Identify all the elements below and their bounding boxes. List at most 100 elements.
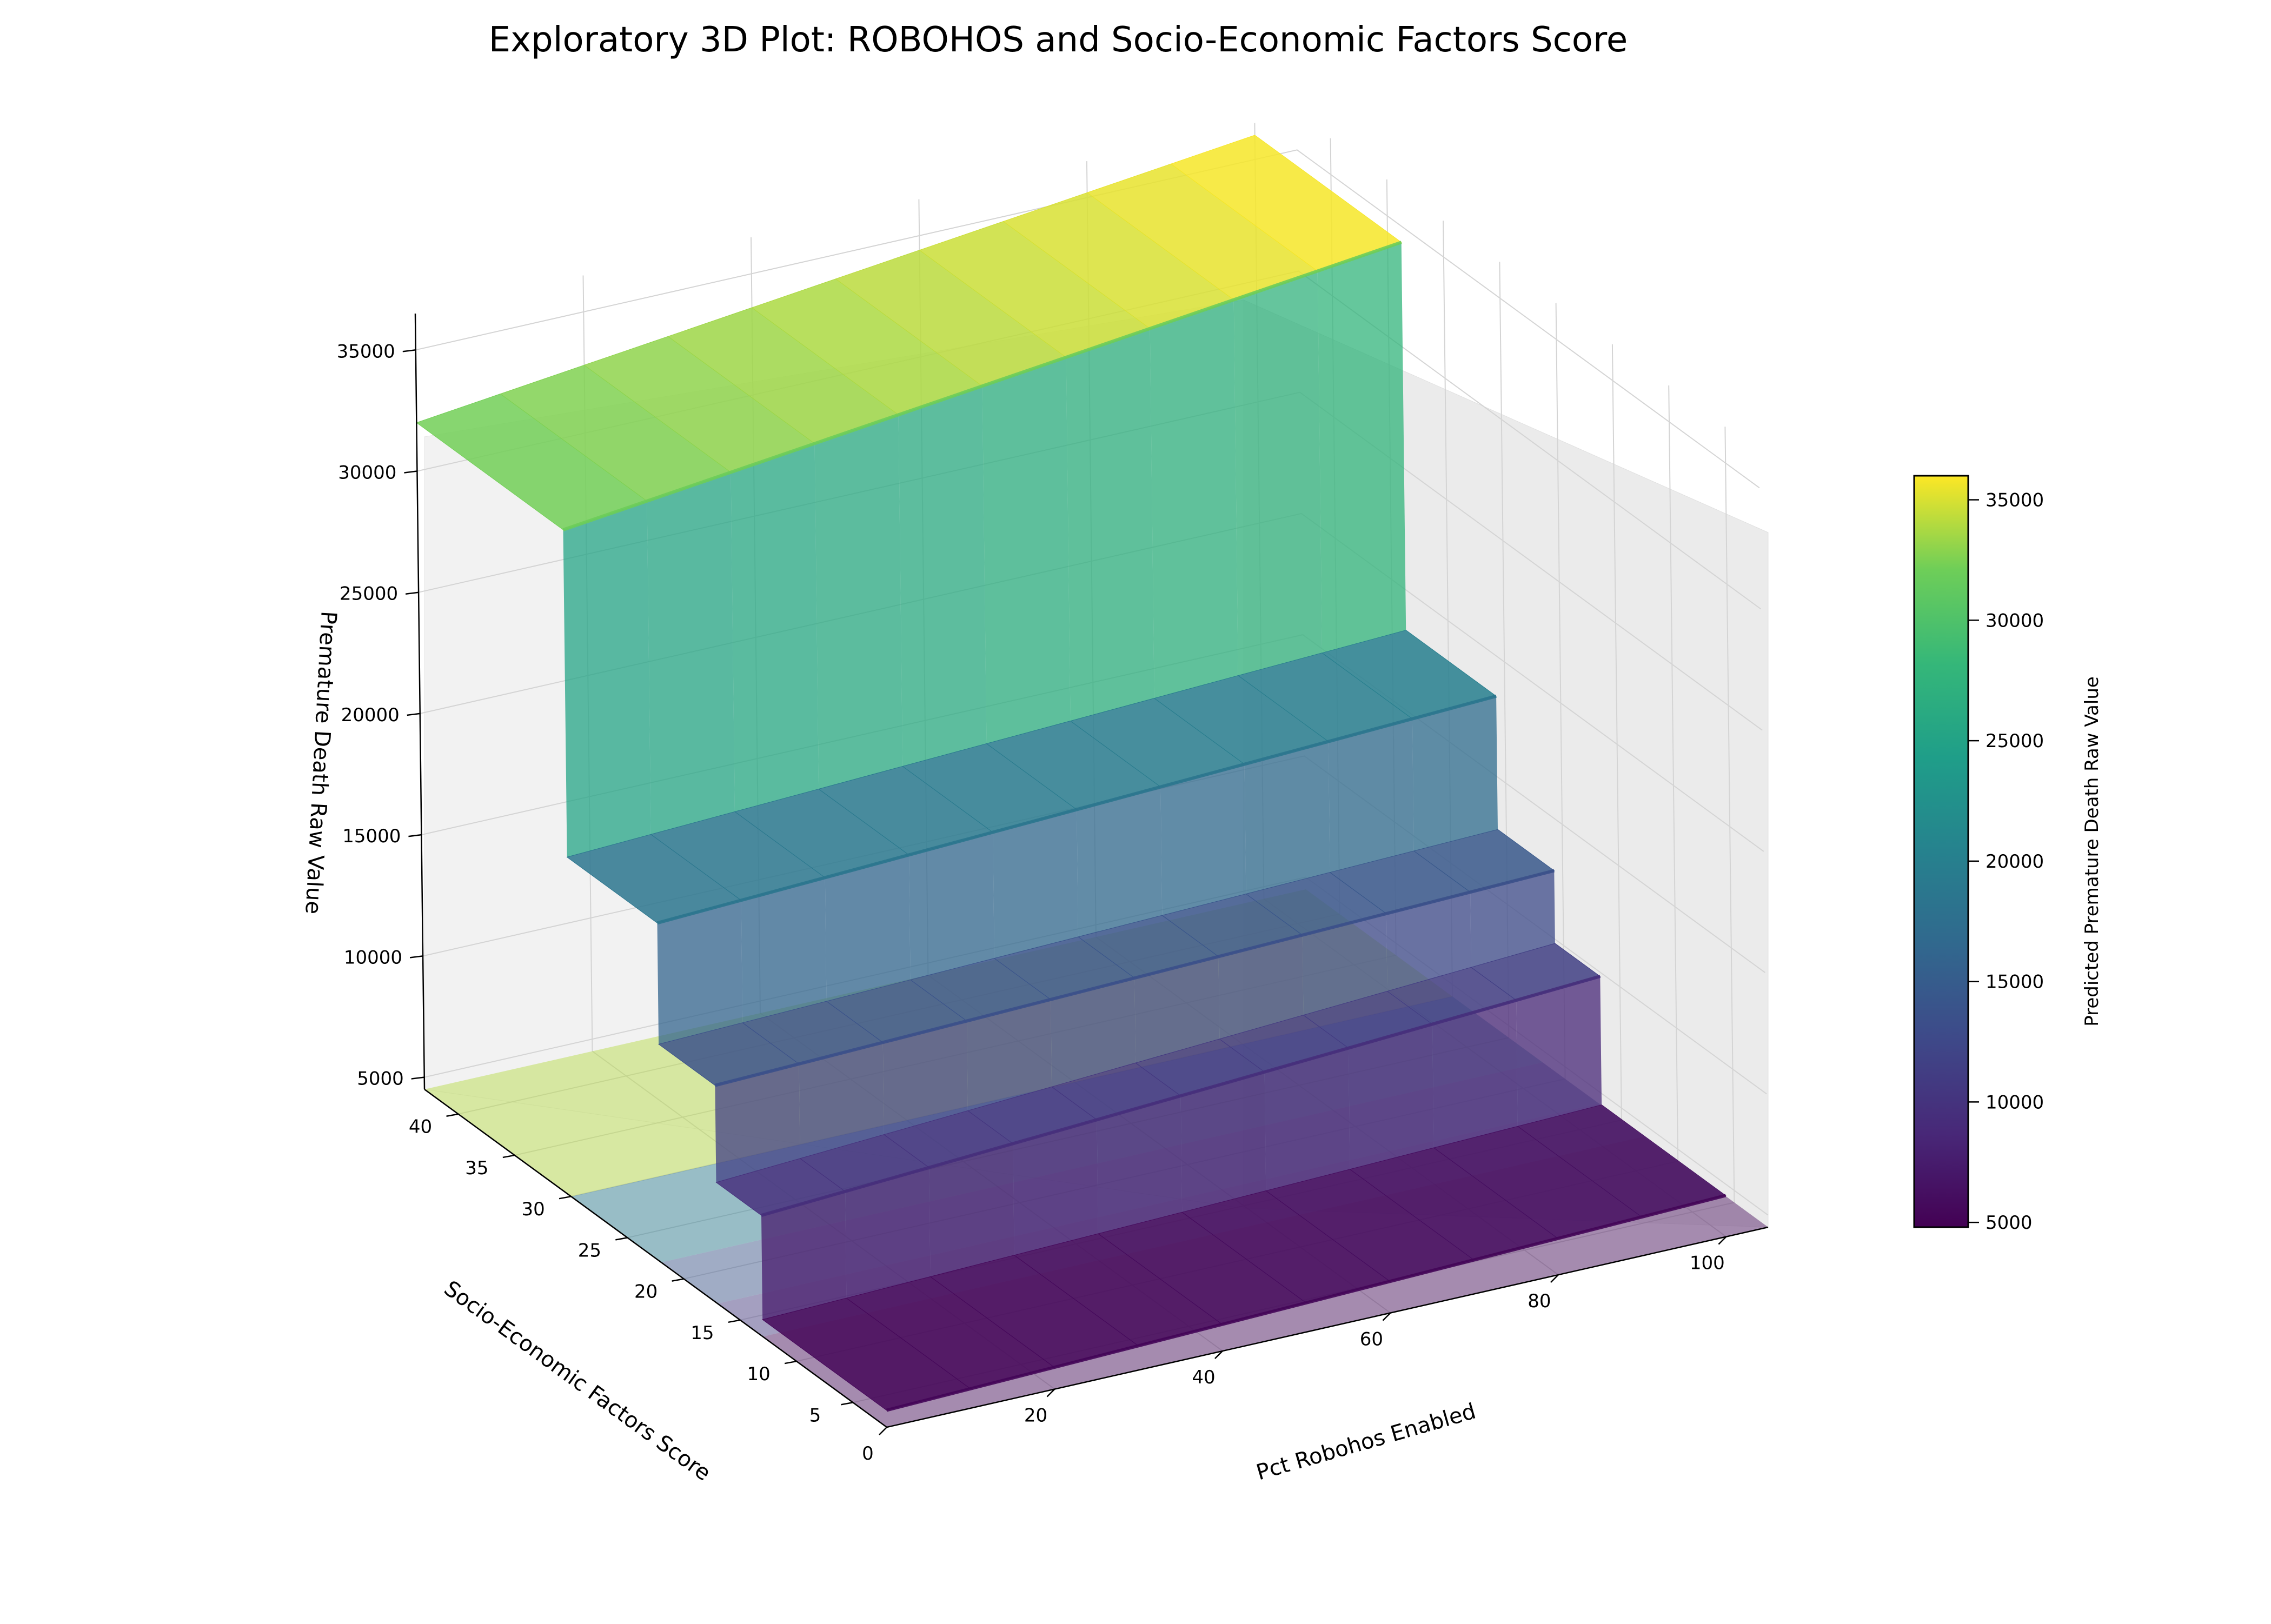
surface-riser (909, 832, 994, 980)
z-gridline (415, 149, 1760, 489)
surface-riser (993, 809, 1079, 959)
y-tick-label: 35 (465, 1157, 488, 1179)
y-tick (559, 1195, 572, 1200)
z-tick-label: 25000 (340, 583, 398, 605)
surface-riser (1097, 1096, 1183, 1234)
surface-riser (882, 1021, 968, 1135)
colorbar-tick-label: 35000 (1986, 490, 2044, 511)
y-tick-label: 10 (747, 1363, 771, 1385)
surface-ridge (886, 1194, 1727, 1412)
z-tick-label: 15000 (342, 826, 401, 847)
surface-riser (1432, 1000, 1518, 1148)
y-tick-label: 30 (521, 1199, 544, 1220)
z-tick (402, 349, 416, 352)
x-tick (1382, 1312, 1391, 1321)
z-tick-label: 5000 (357, 1068, 404, 1090)
x-tick (879, 1427, 887, 1435)
surface-riser (1317, 242, 1406, 653)
surface-riser (761, 1191, 847, 1320)
surface-riser (929, 1143, 1014, 1277)
z-tick-label: 10000 (344, 947, 402, 968)
axes: 0 20 40 60 80 100 5 10 15 20 25 30 35 40 5000 10000 1500… (337, 313, 1769, 1465)
y-tick (672, 1278, 684, 1282)
surface-ridge (714, 869, 1555, 1087)
colorbar-tick-label: 15000 (1986, 971, 2044, 993)
colorbar (1913, 475, 1969, 1228)
x-tick (1046, 1388, 1055, 1397)
y-tick-label: 5 (809, 1405, 821, 1426)
z-tick (409, 955, 423, 959)
x-tick-label: 40 (1192, 1367, 1215, 1388)
colorbar-tick-label: 10000 (1986, 1091, 2044, 1113)
z-tick (404, 470, 417, 474)
surface-riser (647, 472, 735, 835)
surface-riser (563, 501, 651, 857)
surface-riser (1386, 892, 1471, 991)
x-tick-label: 60 (1360, 1329, 1383, 1350)
y-tick (446, 1113, 459, 1117)
y-axis-label: Socio-Economic Factors Score (440, 1276, 715, 1486)
surface-riser (1077, 787, 1163, 937)
y-tick (728, 1319, 741, 1323)
surface-riser (1150, 299, 1238, 698)
surface-riser (1516, 976, 1602, 1127)
x-tick-label: 80 (1528, 1290, 1551, 1312)
y-tick (784, 1360, 797, 1365)
surface-riser (1264, 1048, 1350, 1191)
z-tick-label: 35000 (337, 341, 395, 362)
surface-riser (982, 357, 1071, 744)
y-tick (502, 1154, 515, 1159)
surface-ridge (562, 241, 1402, 531)
surface-riser (825, 855, 911, 1002)
y-tick (841, 1402, 853, 1406)
surface-riser (814, 415, 903, 789)
surface-riser (799, 1042, 884, 1159)
surface-riser (1066, 328, 1154, 721)
surface-riser (715, 1064, 800, 1183)
x-tick (1718, 1236, 1727, 1245)
z-axis-label: Premature Death Raw Value (300, 610, 341, 915)
surface-riser (1051, 978, 1136, 1087)
surface-riser (1233, 271, 1323, 676)
z-tick-label: 30000 (338, 462, 396, 483)
colorbar-tick-label: 20000 (1986, 851, 2044, 873)
surface-riser (898, 386, 987, 767)
surface-riser (1348, 1024, 1434, 1169)
y-tick-label: 25 (578, 1240, 601, 1261)
colorbar-tick-label: 30000 (1986, 610, 2044, 631)
z-axis-line (414, 313, 426, 1090)
surface-riser (741, 877, 827, 1023)
chart-title: Exploratory 3D Plot: ROBOHOS and Socio-E… (489, 20, 1628, 60)
x-tick (1550, 1274, 1559, 1283)
surface-riser (1412, 696, 1498, 851)
surface-riser (1134, 956, 1220, 1063)
x-tick-label: 0 (862, 1443, 874, 1465)
surface-riser (1470, 870, 1555, 968)
colorbar-tick-label: 5000 (1986, 1212, 2033, 1234)
surface-ridge (761, 975, 1601, 1217)
z-tick (408, 834, 422, 837)
colorbar-ticks: 5000 10000 15000 20000 25000 30000 35000 (1968, 490, 2044, 1234)
surface-riser (1160, 764, 1246, 916)
z-tick (411, 1076, 424, 1080)
surface-riser (1013, 1120, 1098, 1255)
y-axis-line (424, 1088, 887, 1428)
z-tick-label: 20000 (341, 704, 400, 726)
surface (416, 135, 1768, 1427)
z-tick (405, 591, 419, 595)
surface-riser (967, 999, 1052, 1111)
x-axis-line (886, 1226, 1769, 1428)
surface-riser (1244, 741, 1330, 894)
z-tick (407, 713, 420, 716)
surface-riser (1302, 914, 1387, 1015)
colorbar-label: Predicted Premature Death Raw Value (2081, 676, 2103, 1027)
y-tick (615, 1237, 628, 1241)
surface-riser (1328, 718, 1414, 873)
x-axis-label: Pct Robohos Enabled (1253, 1399, 1478, 1486)
colorbar-tick-label: 25000 (1986, 730, 2044, 752)
surface-riser (845, 1167, 931, 1299)
surface-riser (1218, 935, 1304, 1039)
y-tick-label: 40 (409, 1116, 432, 1138)
